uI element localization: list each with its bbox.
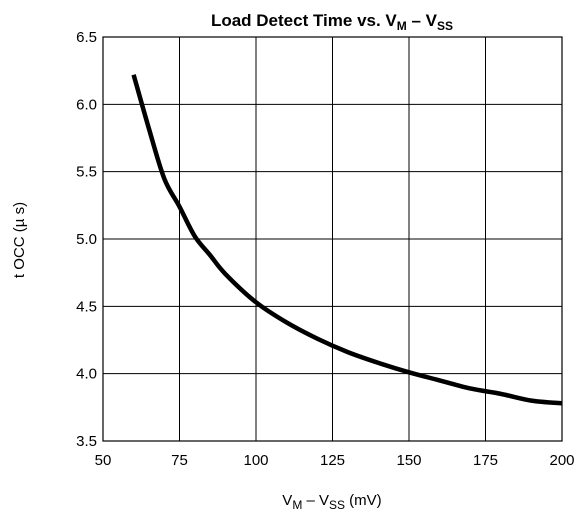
- x-axis-ticks: 50 75 100 125 150 175 200: [95, 452, 575, 469]
- grid: [102, 36, 563, 442]
- y-tick-label: 3.5: [76, 433, 97, 450]
- x-tick-label: 200: [549, 452, 574, 469]
- x-tick-label: 75: [171, 452, 188, 469]
- x-tick-label: 50: [95, 452, 112, 469]
- y-tick-label: 6.0: [76, 96, 97, 113]
- y-axis-ticks: 3.5 4.0 4.5 5.0 5.5 6.0 6.5: [76, 29, 97, 450]
- x-tick-label: 150: [396, 452, 421, 469]
- y-tick-label: 5.0: [76, 231, 97, 248]
- series-line: [131, 74, 563, 406]
- chart-title: Load Detect Time vs. VM – VSS: [211, 11, 453, 33]
- y-axis-label: t OCC (µ s): [11, 202, 28, 278]
- y-tick-label: 5.5: [76, 164, 97, 181]
- x-axis-label: VM – VSS (mV): [282, 492, 381, 512]
- plot-frame: [102, 36, 563, 442]
- x-tick-label: 175: [473, 452, 498, 469]
- y-tick-label: 4.5: [76, 298, 97, 315]
- y-tick-label: 4.0: [76, 366, 97, 383]
- x-tick-label: 100: [243, 452, 268, 469]
- y-tick-label: 6.5: [76, 29, 97, 46]
- x-tick-label: 125: [320, 452, 345, 469]
